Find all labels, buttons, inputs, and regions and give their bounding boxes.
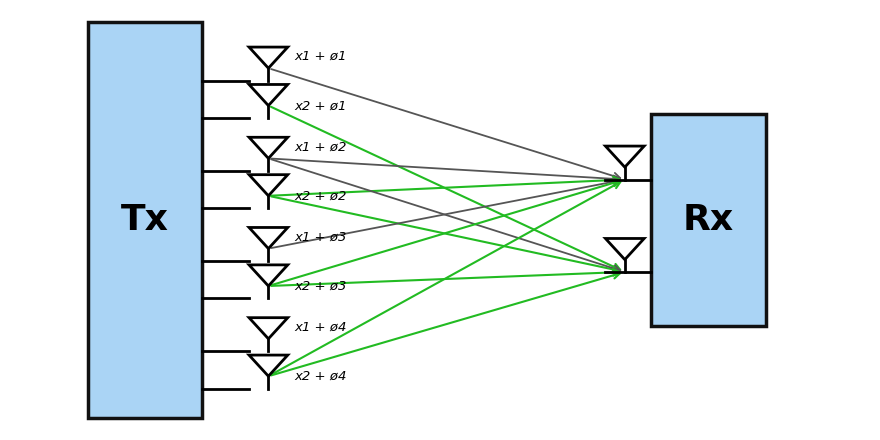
Bar [88,22,202,418]
Polygon shape [249,47,288,68]
Text: x1 + ø2: x1 + ø2 [295,140,348,153]
Polygon shape [605,238,644,260]
Polygon shape [605,146,644,167]
Text: x2 + ø3: x2 + ø3 [295,279,348,293]
Bar [651,114,766,326]
Text: x2 + ø1: x2 + ø1 [295,99,348,112]
Text: Tx: Tx [121,203,169,237]
Text: x1 + ø4: x1 + ø4 [295,321,348,334]
Text: x2 + ø4: x2 + ø4 [295,370,348,383]
Polygon shape [249,175,288,196]
Text: Rx: Rx [683,203,734,237]
Text: x1 + ø3: x1 + ø3 [295,231,348,243]
Text: x1 + ø1: x1 + ø1 [295,50,348,63]
Polygon shape [249,84,288,106]
Polygon shape [249,227,288,249]
Text: x2 + ø2: x2 + ø2 [295,189,348,202]
Polygon shape [249,265,288,286]
Polygon shape [249,318,288,339]
Polygon shape [249,355,288,376]
Polygon shape [249,137,288,158]
